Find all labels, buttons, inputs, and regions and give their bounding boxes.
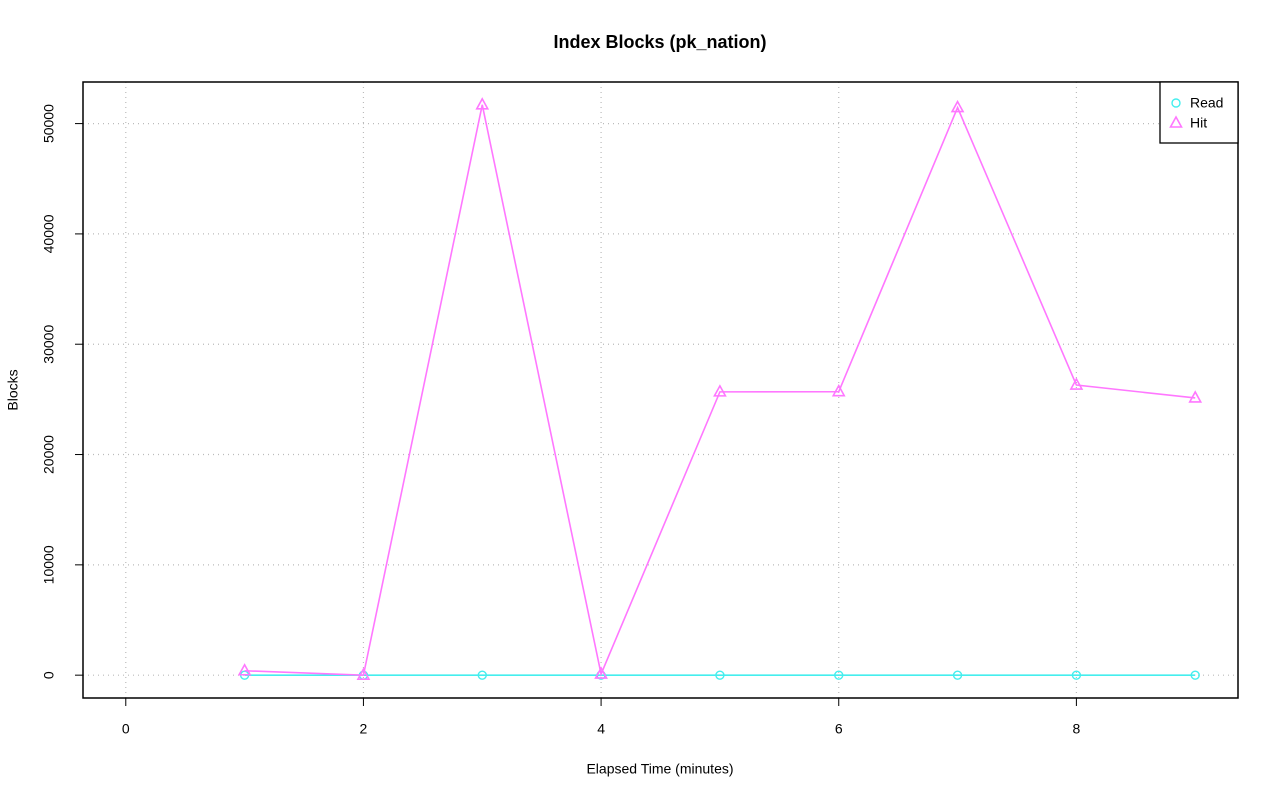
legend-marker	[1171, 98, 1181, 108]
legend-box	[1159, 81, 1239, 144]
plot-frame	[82, 81, 1239, 699]
point	[713, 384, 727, 397]
x-axis-label: Elapsed Time (minutes)	[586, 761, 733, 777]
y-axis-label: Blocks	[5, 369, 21, 410]
y-tick-label: 10000	[41, 545, 57, 584]
y-tick-label: 50000	[41, 104, 57, 143]
x-tick-label: 8	[1072, 721, 1080, 737]
legend-label: Read	[1190, 95, 1223, 111]
point	[950, 99, 965, 113]
point	[1069, 377, 1084, 390]
point	[477, 670, 487, 680]
legend-marker	[1169, 115, 1183, 128]
x-tick-label: 2	[360, 721, 368, 737]
y-tick-label: 30000	[41, 325, 57, 364]
point	[952, 670, 963, 680]
plot	[237, 97, 1203, 680]
point	[356, 667, 371, 680]
y-tick-label: 0	[41, 671, 57, 679]
legend-label: Hit	[1190, 115, 1207, 131]
point	[1190, 670, 1200, 680]
y-tick-label: 20000	[41, 435, 57, 474]
x-tick-label: 6	[835, 721, 843, 737]
point	[475, 97, 490, 110]
point	[831, 383, 846, 397]
point	[1071, 670, 1082, 680]
x-tick-label: 4	[597, 721, 605, 737]
x-tick-label: 0	[122, 721, 130, 737]
point	[715, 670, 725, 680]
point	[237, 663, 252, 676]
point	[594, 666, 608, 679]
series-line	[244, 104, 1196, 677]
grid	[83, 82, 1238, 698]
point	[834, 670, 844, 680]
point	[1188, 390, 1203, 403]
chart-title: Index Blocks (pk_nation)	[553, 32, 766, 52]
y-tick-label: 40000	[41, 214, 57, 253]
